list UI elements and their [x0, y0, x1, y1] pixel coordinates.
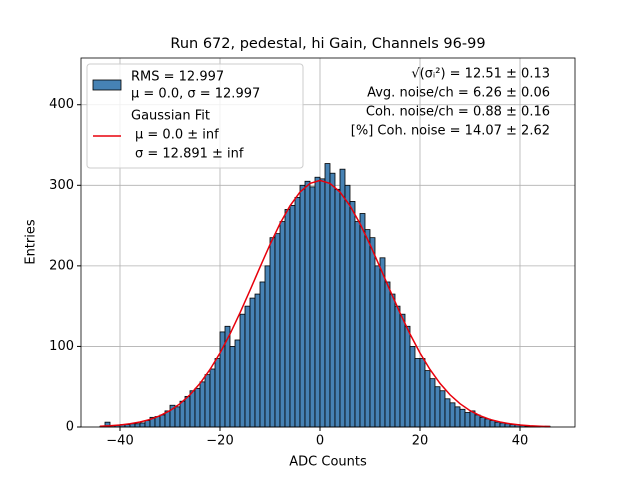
histogram-bar	[414, 358, 421, 428]
histogram-bar	[374, 265, 381, 428]
histogram-bar	[439, 390, 446, 428]
histogram-bar	[489, 420, 496, 428]
histogram-bar	[209, 368, 216, 428]
histogram-bar	[239, 313, 246, 428]
histogram-bar	[319, 178, 326, 428]
histogram-bar	[179, 400, 186, 428]
histogram-bar	[459, 408, 466, 428]
legend-label: Gaussian Fit	[131, 109, 210, 124]
histogram-bar	[159, 414, 166, 428]
histogram-bar	[314, 176, 321, 428]
histogram-bar	[154, 416, 161, 428]
histogram-bar	[229, 346, 236, 428]
histogram-bar	[309, 186, 316, 428]
y-tick-label: 200	[49, 258, 74, 273]
histogram-bar	[304, 180, 311, 428]
y-tick-label: 400	[49, 97, 74, 112]
histogram-bar	[394, 305, 401, 428]
histogram-bar	[264, 265, 271, 428]
histogram-bar	[144, 420, 151, 428]
y-tick-label: 300	[49, 178, 74, 193]
annotation: √(σᵢ²) = 12.51 ± 0.13	[411, 67, 550, 82]
histogram-bar	[259, 281, 266, 428]
histogram-bar	[369, 237, 376, 428]
histogram-bar	[364, 229, 371, 428]
histogram-bar	[334, 188, 341, 428]
histogram-bar	[429, 378, 436, 428]
histogram-bar	[284, 209, 291, 428]
histogram-bar	[419, 358, 426, 428]
histogram-bar	[289, 205, 296, 428]
histogram-bar	[254, 293, 261, 428]
histogram-bar	[244, 305, 251, 428]
histogram-bar	[484, 418, 491, 428]
histogram-bar	[214, 358, 221, 428]
y-tick-label: 100	[49, 339, 74, 354]
histogram-bar	[399, 313, 406, 428]
legend-label: RMS = 12.997	[131, 70, 224, 85]
histogram-bar	[274, 233, 281, 428]
histogram-bar	[424, 370, 431, 428]
x-tick-label: −40	[106, 434, 133, 449]
histogram-bar	[499, 422, 506, 428]
histogram-bar	[464, 412, 471, 428]
histogram-bar	[189, 390, 196, 428]
legend-box	[86, 63, 304, 169]
histogram-bar	[354, 221, 361, 428]
histogram-bar	[409, 346, 416, 428]
histogram-bar	[449, 402, 456, 428]
histogram-bar	[434, 386, 441, 428]
histogram-bar	[234, 339, 241, 428]
histogram-bar	[444, 398, 451, 428]
annotation: Avg. noise/ch = 6.26 ± 0.06	[367, 86, 550, 101]
histogram-bar	[344, 184, 351, 428]
histogram-bar	[249, 297, 256, 428]
plot-frame	[80, 57, 576, 428]
x-axis-label: ADC Counts	[289, 455, 367, 470]
histogram-bar	[174, 406, 181, 428]
legend-label: μ = 0.0 ± inf	[135, 128, 219, 143]
histogram-bar	[329, 172, 336, 428]
histogram-bar	[324, 163, 331, 428]
y-axis-label: Entries	[24, 219, 39, 265]
histogram-bar	[139, 422, 146, 428]
annotation: [%] Coh. noise = 14.07 ± 2.62	[351, 124, 550, 139]
histogram-bar	[379, 257, 386, 428]
histogram-bar	[299, 184, 306, 428]
x-tick-label: 20	[412, 434, 429, 449]
histogram-bar	[404, 325, 411, 428]
histogram-bar	[279, 221, 286, 428]
x-tick-label: −20	[206, 434, 233, 449]
legend-label: μ = 0.0, σ = 12.997	[131, 87, 260, 102]
histogram-bar	[474, 414, 481, 428]
histogram-bar	[294, 196, 301, 428]
chart-title: Run 672, pedestal, hi Gain, Channels 96-…	[170, 36, 485, 52]
legend-swatch	[92, 79, 122, 91]
y-tick-label: 0	[66, 420, 74, 435]
histogram-bar	[204, 374, 211, 428]
histogram-bar	[389, 293, 396, 428]
annotation: Coh. noise/ch = 0.88 ± 0.16	[366, 105, 550, 120]
fit-line	[99, 179, 551, 428]
histogram-bar	[359, 213, 366, 428]
histogram-bar	[384, 281, 391, 428]
histogram-bar	[269, 237, 276, 428]
x-tick-label: 40	[512, 434, 529, 449]
histogram-bar	[479, 416, 486, 428]
histogram-bar	[134, 423, 141, 428]
histogram-bar	[454, 406, 461, 428]
legend-label: σ = 12.891 ± inf	[135, 147, 244, 162]
histogram-bar	[184, 395, 191, 428]
histogram-bar	[494, 421, 501, 428]
histogram-bar	[349, 201, 356, 428]
x-tick-label: 0	[316, 434, 324, 449]
histogram-bar	[339, 168, 346, 428]
histogram-bar	[194, 387, 201, 428]
histogram-bar	[199, 381, 206, 428]
